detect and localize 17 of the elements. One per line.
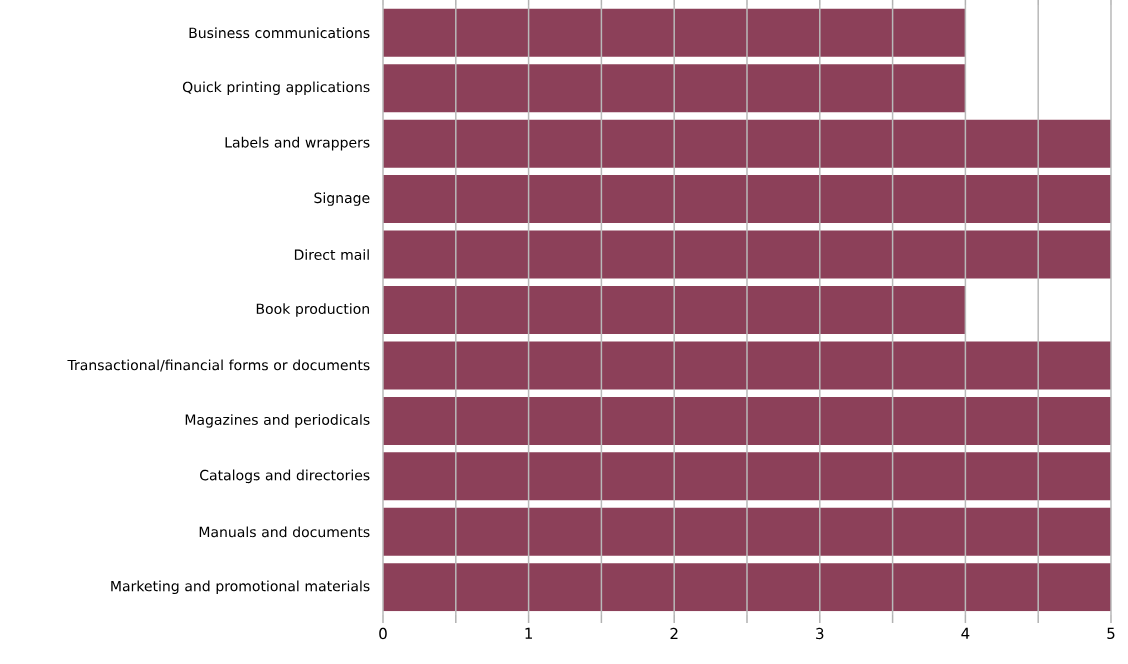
y-tick-label: Book production [256,303,369,317]
x-tick-label: 1 [525,627,532,639]
y-tick-label: Business communications [189,27,370,39]
x-tick-label: 2 [670,627,678,639]
y-tick-label: Marketing and promotional materials [111,580,370,595]
y-tick-label: Signage [314,192,370,206]
y-tick-label: Labels and wrappers [225,136,370,151]
x-tick-label: 5 [1107,627,1115,640]
y-tick-label: Catalogs and directories [200,469,370,484]
y-tick-label: Manuals and documents [199,526,370,538]
y-tick-label: Quick printing applications [182,81,370,95]
y-tick-label: Magazines and periodicals [185,414,370,428]
y-tick-label: Direct mail [294,249,369,260]
x-tick-label: 4 [961,627,970,639]
x-tick-label: 0 [379,627,387,640]
x-tick-label: 3 [816,627,824,640]
y-tick-label: Transactional/financial forms or documents [67,359,370,372]
